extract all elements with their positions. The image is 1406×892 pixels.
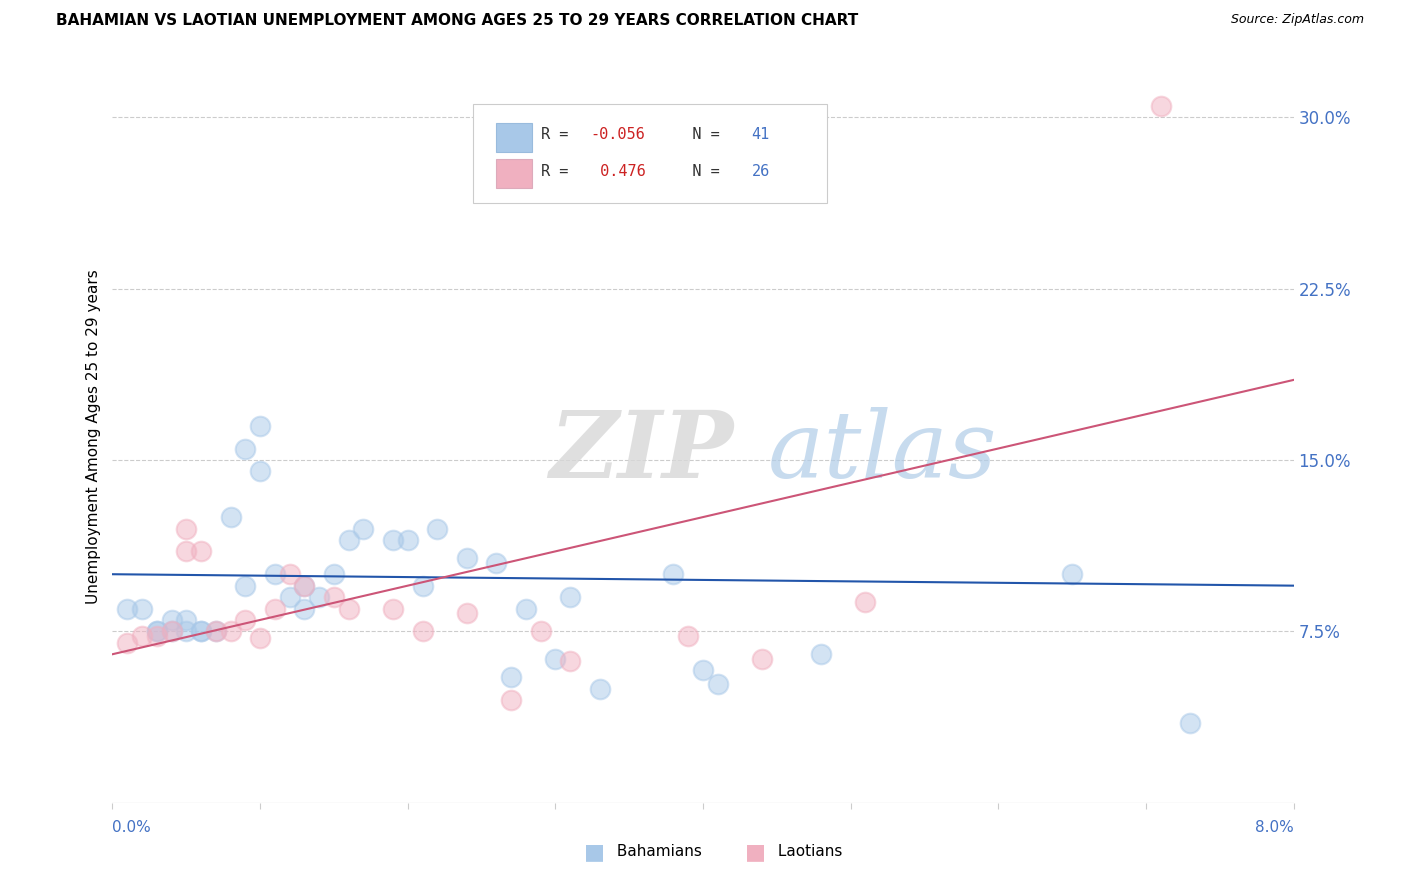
Point [352, 521, 374, 535]
Point [337, 533, 360, 547]
Text: N =: N = [665, 128, 730, 143]
Point [205, 624, 228, 639]
Point [337, 601, 360, 615]
Text: atlas: atlas [768, 407, 997, 497]
Point [233, 442, 256, 456]
Point [485, 556, 508, 570]
Text: -0.056: -0.056 [591, 128, 645, 143]
Point [278, 567, 301, 582]
Point [249, 464, 271, 478]
Point [292, 579, 315, 593]
Text: 0.476: 0.476 [591, 164, 645, 179]
Point [146, 629, 169, 643]
Point [810, 647, 832, 661]
Point [174, 521, 197, 535]
Point [117, 601, 138, 615]
Point [292, 579, 315, 593]
Point [190, 624, 212, 639]
Point [560, 590, 582, 604]
Point [174, 544, 197, 558]
Point [160, 624, 183, 639]
Point [456, 551, 478, 566]
Point [174, 624, 197, 639]
Point [131, 601, 153, 615]
Point [412, 579, 434, 593]
Text: ■: ■ [745, 842, 766, 862]
Point [323, 590, 346, 604]
Text: 8.0%: 8.0% [1254, 820, 1294, 835]
Point [853, 594, 877, 608]
Point [382, 601, 405, 615]
Point [456, 606, 478, 620]
Point [515, 601, 537, 615]
Point [308, 590, 330, 604]
Point [323, 567, 346, 582]
Text: Source: ZipAtlas.com: Source: ZipAtlas.com [1230, 13, 1364, 27]
Point [396, 533, 419, 547]
Point [501, 670, 523, 684]
Point [117, 636, 138, 650]
Point [1062, 567, 1084, 582]
Text: 41: 41 [751, 128, 769, 143]
Text: R =: R = [541, 164, 578, 179]
Text: 0.0%: 0.0% [112, 820, 152, 835]
Point [146, 624, 169, 639]
Point [707, 677, 730, 691]
Text: R =: R = [541, 128, 578, 143]
Point [560, 654, 582, 668]
Point [146, 624, 169, 639]
FancyBboxPatch shape [472, 104, 827, 203]
Bar [496, 159, 531, 188]
Point [249, 418, 271, 433]
Text: ZIP: ZIP [550, 407, 734, 497]
Point [190, 624, 212, 639]
Bar [496, 122, 531, 152]
Point [264, 601, 287, 615]
Point [219, 510, 242, 524]
Point [529, 624, 551, 639]
Point [264, 567, 287, 582]
Point [588, 681, 610, 696]
Point [205, 624, 228, 639]
Point [426, 521, 449, 535]
Point [692, 663, 714, 677]
Point [292, 601, 315, 615]
Point [219, 624, 242, 639]
Point [382, 533, 405, 547]
Point [190, 544, 212, 558]
Point [662, 567, 685, 582]
Point [131, 629, 153, 643]
Y-axis label: Unemployment Among Ages 25 to 29 years: Unemployment Among Ages 25 to 29 years [86, 269, 101, 605]
Text: N =: N = [665, 164, 730, 179]
Point [278, 590, 301, 604]
Text: BAHAMIAN VS LAOTIAN UNEMPLOYMENT AMONG AGES 25 TO 29 YEARS CORRELATION CHART: BAHAMIAN VS LAOTIAN UNEMPLOYMENT AMONG A… [56, 13, 859, 29]
Point [1178, 715, 1201, 730]
Point [233, 579, 256, 593]
Point [751, 652, 773, 666]
Point [1150, 98, 1173, 112]
Point [174, 613, 197, 627]
Text: 26: 26 [751, 164, 769, 179]
Point [160, 624, 183, 639]
Point [249, 632, 271, 646]
Text: ■: ■ [583, 842, 605, 862]
Text: Laotians: Laotians [773, 845, 842, 859]
Point [678, 629, 700, 643]
Point [233, 613, 256, 627]
Point [544, 652, 567, 666]
Point [501, 693, 523, 707]
Point [160, 613, 183, 627]
Point [412, 624, 434, 639]
Text: Bahamians: Bahamians [612, 845, 702, 859]
